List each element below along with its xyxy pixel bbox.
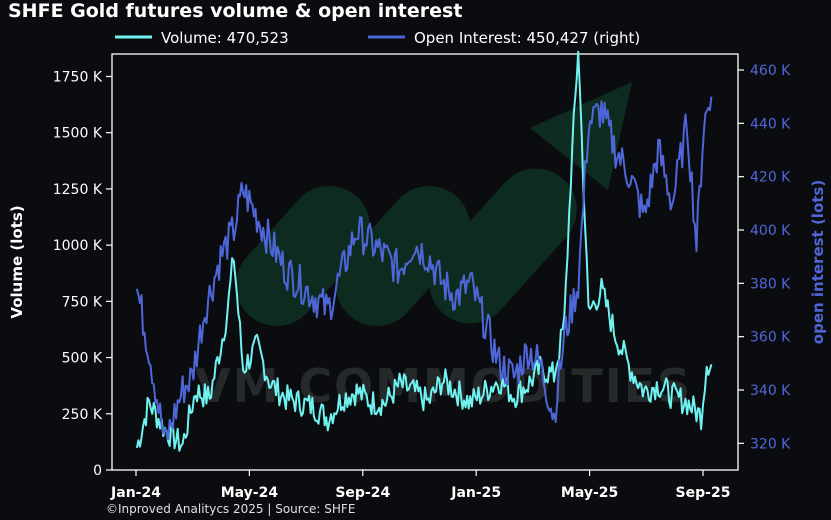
footer-note: ©Inproved Analitycs 2025 | Source: SHFE (106, 502, 356, 516)
right-tick-label: 320 K (750, 436, 791, 452)
left-tick-label: 1500 K (53, 126, 103, 142)
x-tick-label: Jan-25 (450, 485, 501, 501)
open-interest-line (135, 96, 713, 440)
x-axis: Jan-24 May-24 Sep-24 Jan-25 May-25 Sep-25 (110, 470, 730, 501)
right-tick-label: 420 K (750, 170, 791, 186)
x-tick-label: Jan-24 (110, 485, 161, 501)
left-tick-label: 750 K (62, 294, 103, 310)
x-tick-label: May-24 (221, 485, 279, 501)
left-tick-label: 1000 K (53, 238, 103, 254)
y2-axis-label: open interest (lots) (809, 180, 827, 344)
x-tick-label: Sep-25 (676, 485, 731, 501)
open-interest-series (135, 96, 713, 440)
left-tick-label: 250 K (62, 407, 103, 423)
left-tick-label: 500 K (62, 351, 103, 367)
x-tick-label: Sep-24 (335, 485, 390, 501)
right-tick-label: 340 K (750, 383, 791, 399)
right-tick-label: 360 K (750, 330, 791, 346)
left-tick-label: 1250 K (53, 182, 103, 198)
right-tick-label: 400 K (750, 223, 791, 239)
right-tick-label: 440 K (750, 116, 791, 132)
y-axis-label: Volume (lots) (8, 205, 26, 318)
left-tick-label: 1750 K (53, 69, 103, 85)
left-axis: 0 250 K 500 K 750 K 1000 K 1250 K 1500 K 1750 K (53, 69, 112, 479)
left-tick-label: 0 (93, 463, 102, 479)
volume-line (135, 50, 713, 452)
volume-series (135, 50, 713, 452)
legend-volume-label: Volume: 470,523 (161, 29, 289, 47)
legend: Volume: 470,523 Open Interest: 450,427 (… (115, 29, 640, 47)
right-tick-label: 380 K (750, 276, 791, 292)
plot-frame (111, 53, 739, 471)
right-axis: 320 K 340 K 360 K 380 K 400 K 420 K 440 K 460 K (738, 63, 791, 452)
legend-oi-label: Open Interest: 450,427 (right) (414, 29, 640, 47)
right-tick-label: 460 K (750, 63, 791, 79)
x-tick-label: May-25 (561, 485, 618, 501)
chart-title: SHFE Gold futures volume & open interest (8, 0, 463, 22)
